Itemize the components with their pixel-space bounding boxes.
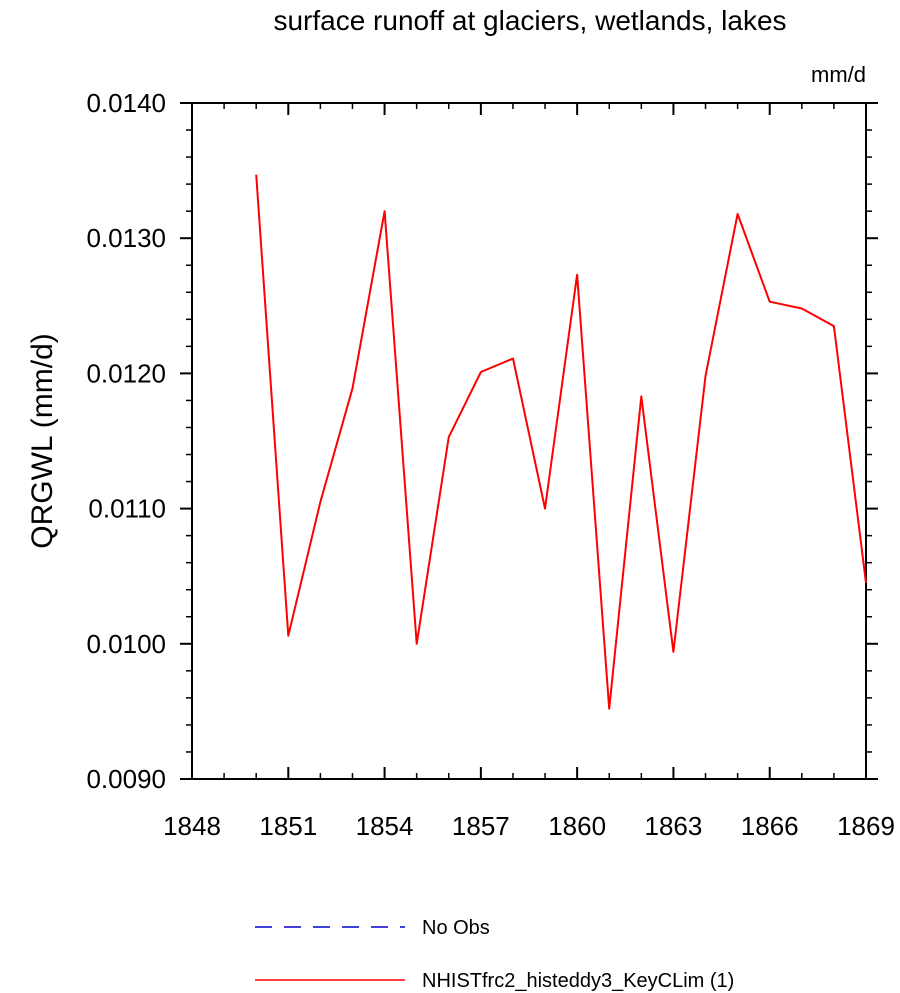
series-line-nhistfrc2-histeddy3-keyclim-1: [255, 174, 867, 710]
series-layer: [255, 174, 867, 710]
axis-ticks: [180, 102, 878, 780]
x-tick-label: 1851: [259, 811, 317, 841]
y-tick-label: 0.0110: [88, 494, 166, 524]
x-tick-label: 1854: [356, 811, 414, 841]
y-axis-label: QRGWL (mm/d): [26, 333, 59, 549]
x-tick-label: 1860: [548, 811, 606, 841]
units-label: mm/d: [811, 62, 866, 87]
y-tick-label: 0.0120: [86, 358, 166, 388]
legend-label-no-obs: No Obs: [422, 917, 490, 939]
x-tick-label: 1848: [163, 811, 221, 841]
x-tick-label: 1857: [452, 811, 510, 841]
chart-title: surface runoff at glaciers, wetlands, la…: [273, 5, 786, 36]
tick-labels: 1848 1851 1854 1857 1860 1863 1866 1869 0.0090 0.…: [86, 88, 894, 841]
y-tick-label: 0.0140: [86, 88, 166, 118]
plot-frame: [191, 102, 867, 780]
y-tick-label: 0.0090: [86, 764, 166, 794]
plot-area-border: [191, 102, 867, 780]
y-tick-label: 0.0100: [86, 629, 166, 659]
x-tick-label: 1869: [837, 811, 895, 841]
y-tick-label: 0.0130: [86, 223, 166, 253]
x-tick-label: 1863: [645, 811, 703, 841]
legend: No Obs NHISTfrc2_histeddy3_KeyCLim (1): [255, 917, 734, 992]
legend-label-model: NHISTfrc2_histeddy3_KeyCLim (1): [422, 970, 734, 992]
x-tick-label: 1866: [741, 811, 799, 841]
